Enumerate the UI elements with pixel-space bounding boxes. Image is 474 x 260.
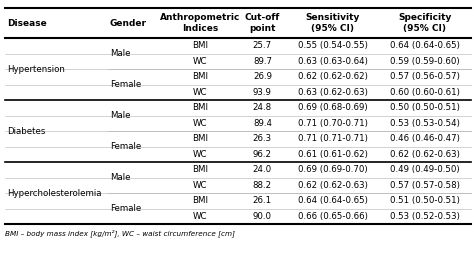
Text: 88.2: 88.2 — [253, 181, 272, 190]
Text: 0.71 (0.70-0.71): 0.71 (0.70-0.71) — [298, 119, 368, 128]
Text: 0.71 (0.71-0.71): 0.71 (0.71-0.71) — [298, 134, 368, 143]
Text: 0.66 (0.65-0.66): 0.66 (0.65-0.66) — [298, 212, 368, 221]
Text: 25.7: 25.7 — [253, 41, 272, 50]
Text: Female: Female — [110, 142, 141, 151]
Text: 0.60 (0.60-0.61): 0.60 (0.60-0.61) — [390, 88, 460, 97]
Text: 0.61 (0.61-0.62): 0.61 (0.61-0.62) — [298, 150, 368, 159]
Text: WC: WC — [193, 181, 207, 190]
Text: 0.57 (0.57-0.58): 0.57 (0.57-0.58) — [390, 181, 460, 190]
Text: Anthropometric
Indices: Anthropometric Indices — [160, 13, 240, 33]
Text: Disease: Disease — [7, 18, 46, 28]
Text: 90.0: 90.0 — [253, 212, 272, 221]
Text: 0.62 (0.62-0.63): 0.62 (0.62-0.63) — [298, 181, 368, 190]
Text: Specificity
(95% CI): Specificity (95% CI) — [398, 13, 452, 33]
Text: WC: WC — [193, 119, 207, 128]
Text: 26.3: 26.3 — [253, 134, 272, 143]
Text: WC: WC — [193, 88, 207, 97]
Text: BMI – body mass index [kg/m²], WC – waist circumference [cm]: BMI – body mass index [kg/m²], WC – wais… — [5, 229, 235, 237]
Text: 0.59 (0.59-0.60): 0.59 (0.59-0.60) — [390, 57, 460, 66]
Text: BMI: BMI — [192, 134, 208, 143]
Text: 0.53 (0.53-0.54): 0.53 (0.53-0.54) — [390, 119, 460, 128]
Text: WC: WC — [193, 150, 207, 159]
Text: Hypercholesterolemia: Hypercholesterolemia — [7, 188, 101, 198]
Text: BMI: BMI — [192, 72, 208, 81]
Text: 0.49 (0.49-0.50): 0.49 (0.49-0.50) — [390, 165, 460, 174]
Text: 0.53 (0.52-0.53): 0.53 (0.52-0.53) — [390, 212, 460, 221]
Text: WC: WC — [193, 212, 207, 221]
Text: WC: WC — [193, 57, 207, 66]
Text: 93.9: 93.9 — [253, 88, 272, 97]
Text: Sensitivity
(95% CI): Sensitivity (95% CI) — [306, 13, 360, 33]
Text: 0.57 (0.56-0.57): 0.57 (0.56-0.57) — [390, 72, 460, 81]
Text: 0.62 (0.62-0.62): 0.62 (0.62-0.62) — [298, 72, 368, 81]
Text: Female: Female — [110, 204, 141, 213]
Text: 0.64 (0.64-0.65): 0.64 (0.64-0.65) — [298, 196, 368, 205]
Text: 26.9: 26.9 — [253, 72, 272, 81]
Text: Diabetes: Diabetes — [7, 127, 46, 135]
Text: 0.62 (0.62-0.63): 0.62 (0.62-0.63) — [390, 150, 460, 159]
Text: Male: Male — [110, 111, 130, 120]
Text: 0.55 (0.54-0.55): 0.55 (0.54-0.55) — [298, 41, 368, 50]
Text: BMI: BMI — [192, 103, 208, 112]
Text: Cut-off
point: Cut-off point — [245, 13, 280, 33]
Text: Male: Male — [110, 173, 130, 182]
Text: BMI: BMI — [192, 165, 208, 174]
Text: 24.8: 24.8 — [253, 103, 272, 112]
Text: 26.1: 26.1 — [253, 196, 272, 205]
Text: 89.4: 89.4 — [253, 119, 272, 128]
Text: BMI: BMI — [192, 41, 208, 50]
Text: Gender: Gender — [110, 18, 147, 28]
Text: 0.50 (0.50-0.51): 0.50 (0.50-0.51) — [390, 103, 460, 112]
Text: 89.7: 89.7 — [253, 57, 272, 66]
Text: Male: Male — [110, 49, 130, 58]
Text: 0.63 (0.62-0.63): 0.63 (0.62-0.63) — [298, 88, 368, 97]
Text: Female: Female — [110, 80, 141, 89]
Text: BMI: BMI — [192, 196, 208, 205]
Text: 0.69 (0.68-0.69): 0.69 (0.68-0.69) — [298, 103, 368, 112]
Text: 0.69 (0.69-0.70): 0.69 (0.69-0.70) — [298, 165, 368, 174]
Text: 0.46 (0.46-0.47): 0.46 (0.46-0.47) — [390, 134, 460, 143]
Text: 24.0: 24.0 — [253, 165, 272, 174]
Text: 0.51 (0.50-0.51): 0.51 (0.50-0.51) — [390, 196, 460, 205]
Text: 0.64 (0.64-0.65): 0.64 (0.64-0.65) — [390, 41, 460, 50]
Text: Hypertension: Hypertension — [7, 64, 65, 74]
Text: 96.2: 96.2 — [253, 150, 272, 159]
Text: 0.63 (0.63-0.64): 0.63 (0.63-0.64) — [298, 57, 368, 66]
